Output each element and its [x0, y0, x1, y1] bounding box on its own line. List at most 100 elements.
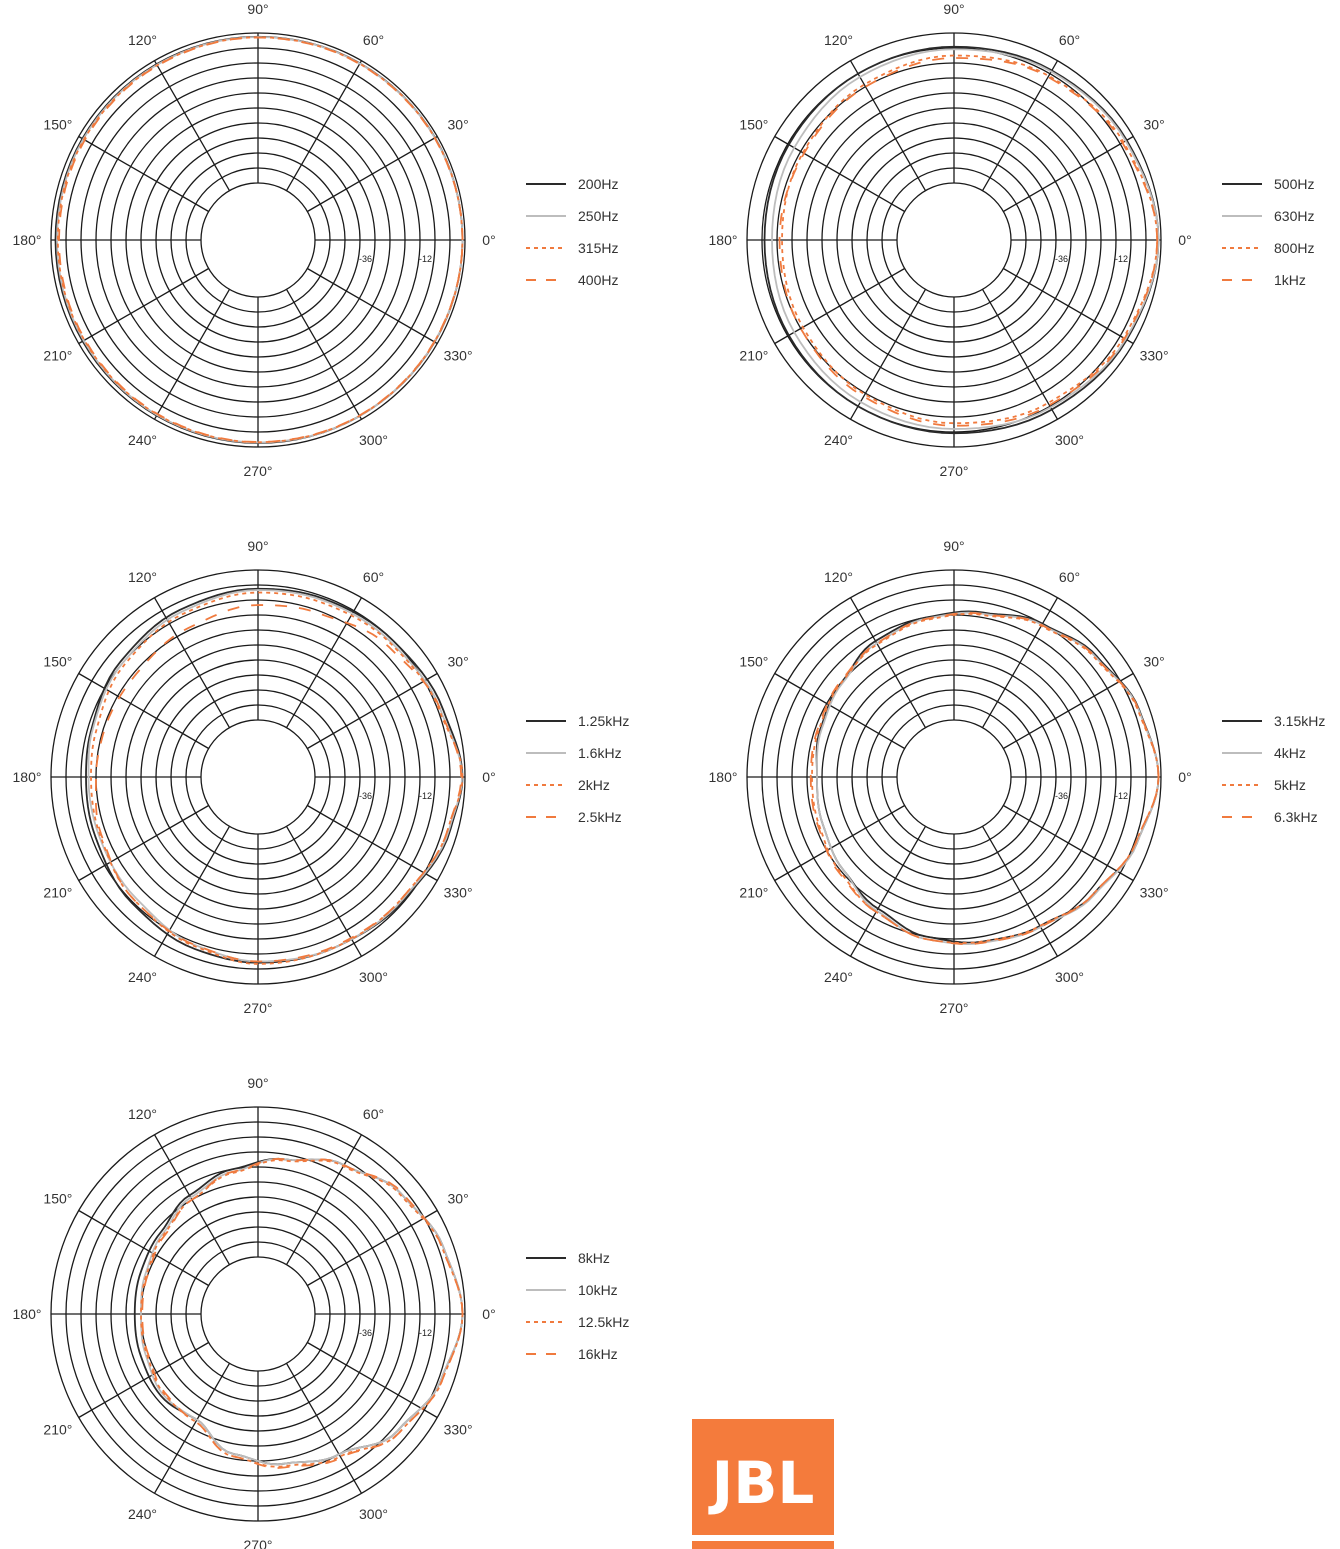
polar-spoke [1003, 267, 1134, 345]
polar-spoke [1003, 672, 1134, 750]
angle-label: 240° [128, 1506, 157, 1522]
angle-label: 120° [824, 32, 853, 48]
legend-label: 8kHz [578, 1250, 610, 1266]
angle-label: 120° [128, 1106, 157, 1122]
radial-label: -12 [1115, 254, 1128, 264]
radial-label: -36 [1055, 791, 1068, 801]
angle-label: 90° [247, 1075, 268, 1091]
angle-label: 180° [13, 232, 42, 248]
polar-spoke [849, 597, 927, 728]
angle-label: 270° [244, 463, 273, 479]
series-line-315Hz [56, 36, 464, 444]
series-line-1.25kHz [85, 587, 464, 964]
logo-underline [692, 1541, 834, 1549]
radial-label: -12 [1115, 791, 1128, 801]
angle-label: 300° [359, 1506, 388, 1522]
angle-label: 0° [1178, 769, 1191, 785]
polar-spoke [78, 1341, 209, 1419]
radial-label: -36 [359, 791, 372, 801]
polar-spoke [307, 1341, 438, 1419]
polar-chart-1: 0° 30° 60° 90° 120° 150° 180° 210° 240° 270° 300° 3… [13, 1, 619, 479]
angle-label: 90° [943, 538, 964, 554]
angle-label: 30° [448, 1191, 469, 1207]
angle-label: 240° [824, 969, 853, 985]
polar-spoke [981, 60, 1059, 191]
legend-label: 6.3kHz [1274, 809, 1318, 825]
series-line-630Hz [771, 48, 1160, 430]
polar-spoke [981, 289, 1059, 420]
angle-label: 300° [359, 969, 388, 985]
radial-label: -12 [419, 1328, 432, 1338]
angle-label: 180° [13, 769, 42, 785]
legend-label: 2.5kHz [578, 809, 622, 825]
radial-label: -36 [359, 254, 372, 264]
angle-label: 210° [739, 348, 768, 364]
angle-label: 180° [709, 232, 738, 248]
legend-label: 3.15kHz [1274, 713, 1325, 729]
polar-ring [185, 704, 331, 850]
polar-chart-2: 0° 30° 60° 90° 120° 150° 180° 210° 240° 270° 300° 3… [709, 1, 1315, 479]
angle-label: 240° [128, 432, 157, 448]
angle-label: 330° [444, 1422, 473, 1438]
legend-label: 12.5kHz [578, 1314, 629, 1330]
angle-label: 0° [482, 769, 495, 785]
legend-label: 2kHz [578, 777, 610, 793]
legend-label: 630Hz [1274, 208, 1314, 224]
radial-label: -36 [359, 1328, 372, 1338]
polar-ring [881, 167, 1027, 313]
polar-chart-3: 0° 30° 60° 90° 120° 150° 180° 210° 240° 270° 300° 3… [13, 538, 630, 1016]
angle-label: 330° [444, 348, 473, 364]
angle-label: 330° [444, 885, 473, 901]
polar-spoke [981, 826, 1059, 957]
angle-label: 210° [43, 348, 72, 364]
angle-label: 90° [247, 538, 268, 554]
charts-layer: 0° 30° 60° 90° 120° 150° 180° 210° 240° 270° 300° 3… [13, 1, 1326, 1549]
polar-spoke [78, 267, 209, 345]
polar-spoke [849, 60, 927, 191]
series-line-6.3kHz [809, 611, 1160, 945]
legend-label: 1.6kHz [578, 745, 622, 761]
legend-label: 200Hz [578, 176, 618, 192]
legend-label: 1kHz [1274, 272, 1306, 288]
angle-label: 300° [359, 432, 388, 448]
polar-spoke [307, 804, 438, 882]
angle-label: 60° [363, 1106, 384, 1122]
polar-inner-circle [896, 182, 1012, 298]
polar-spoke [774, 267, 905, 345]
legend-label: 5kHz [1274, 777, 1306, 793]
legend-label: 4kHz [1274, 745, 1306, 761]
angle-label: 60° [1059, 32, 1080, 48]
angle-label: 30° [448, 654, 469, 670]
polar-spoke [153, 289, 231, 420]
series-line-12.5kHz [140, 1159, 464, 1468]
angle-label: 120° [128, 569, 157, 585]
polar-spoke [285, 289, 363, 420]
angle-label: 270° [940, 463, 969, 479]
angle-label: 270° [940, 1000, 969, 1016]
polar-inner-circle [896, 719, 1012, 835]
series-line-500Hz [763, 45, 1160, 435]
radial-label: -12 [419, 254, 432, 264]
angle-label: 180° [13, 1306, 42, 1322]
angle-label: 60° [363, 32, 384, 48]
polar-spoke [307, 135, 438, 213]
polar-inner-circle [200, 719, 316, 835]
angle-label: 270° [244, 1537, 273, 1549]
polar-spoke [774, 672, 905, 750]
angle-label: 240° [128, 969, 157, 985]
series-line-1kHz [778, 57, 1159, 427]
polar-spoke [1003, 135, 1134, 213]
angle-label: 60° [363, 569, 384, 585]
polar-spoke [849, 289, 927, 420]
angle-label: 30° [1144, 654, 1165, 670]
polar-ring [881, 704, 1027, 850]
angle-label: 150° [43, 654, 72, 670]
angle-label: 270° [244, 1000, 273, 1016]
angle-label: 210° [43, 885, 72, 901]
legend-label: 250Hz [578, 208, 618, 224]
angle-label: 60° [1059, 569, 1080, 585]
angle-label: 210° [739, 885, 768, 901]
radial-label: -36 [1055, 254, 1068, 264]
angle-label: 300° [1055, 432, 1084, 448]
legend-label: 500Hz [1274, 176, 1314, 192]
